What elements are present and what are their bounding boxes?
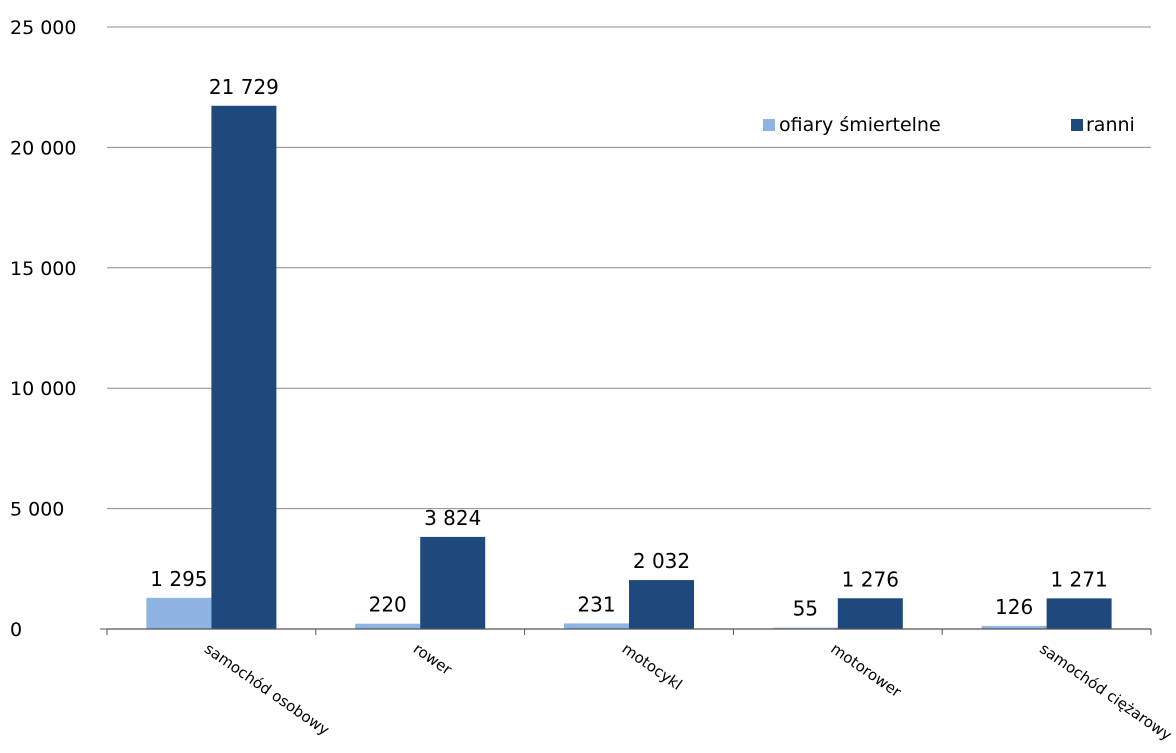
y-tick-label: 25 000 xyxy=(10,17,76,39)
y-tick-label: 15 000 xyxy=(10,258,76,280)
legend-swatch-ofiary xyxy=(763,119,775,131)
data-label: 231 xyxy=(577,592,615,616)
bar-ranni xyxy=(420,536,486,629)
y-tick-label: 5 000 xyxy=(10,499,64,521)
y-tick-label: 0 xyxy=(10,619,22,641)
bar-ranni xyxy=(211,105,277,629)
data-labels: 1 295 220 231 55 126 21 729 3 824 2 032 1 276 1 2… xyxy=(150,75,1107,621)
bar-ofiary xyxy=(564,623,629,629)
legend: ofiary śmiertelne ranni xyxy=(763,114,1135,136)
x-category-label: samochód ciężarowy xyxy=(1036,640,1175,745)
data-label: 21 729 xyxy=(209,75,279,99)
x-category-label: motocykl xyxy=(619,640,686,694)
data-label: 1 271 xyxy=(1050,567,1107,591)
bar-ofiary xyxy=(146,597,212,629)
gridlines xyxy=(107,26,1151,510)
data-label: 1 295 xyxy=(150,567,207,591)
data-label: 3 824 xyxy=(424,506,481,530)
legend-label-ofiary: ofiary śmiertelne xyxy=(779,114,941,136)
y-tick-label: 10 000 xyxy=(10,378,76,400)
bar-ranni xyxy=(629,580,694,629)
bar-ofiary xyxy=(355,623,421,629)
data-label: 55 xyxy=(793,597,818,621)
x-category-label: samochód osobowy xyxy=(201,640,333,740)
bars xyxy=(146,105,1112,629)
axes: 0 5 000 10 000 15 000 20 000 25 000 samochód o… xyxy=(10,17,1175,744)
x-category-label: motorower xyxy=(828,640,906,702)
data-label: 1 276 xyxy=(842,567,899,591)
y-tick-label: 20 000 xyxy=(10,137,76,159)
x-category-label: rower xyxy=(410,640,456,680)
legend-label-ranni: ranni xyxy=(1086,114,1135,136)
data-label: 126 xyxy=(995,595,1033,619)
bar-ofiary xyxy=(981,625,1047,629)
legend-swatch-ranni xyxy=(1071,119,1083,131)
bar-ofiary xyxy=(772,627,838,629)
bar-ranni xyxy=(1046,598,1112,629)
bar-ranni xyxy=(837,598,903,629)
data-label: 220 xyxy=(369,593,407,617)
data-label: 2 032 xyxy=(633,549,690,573)
